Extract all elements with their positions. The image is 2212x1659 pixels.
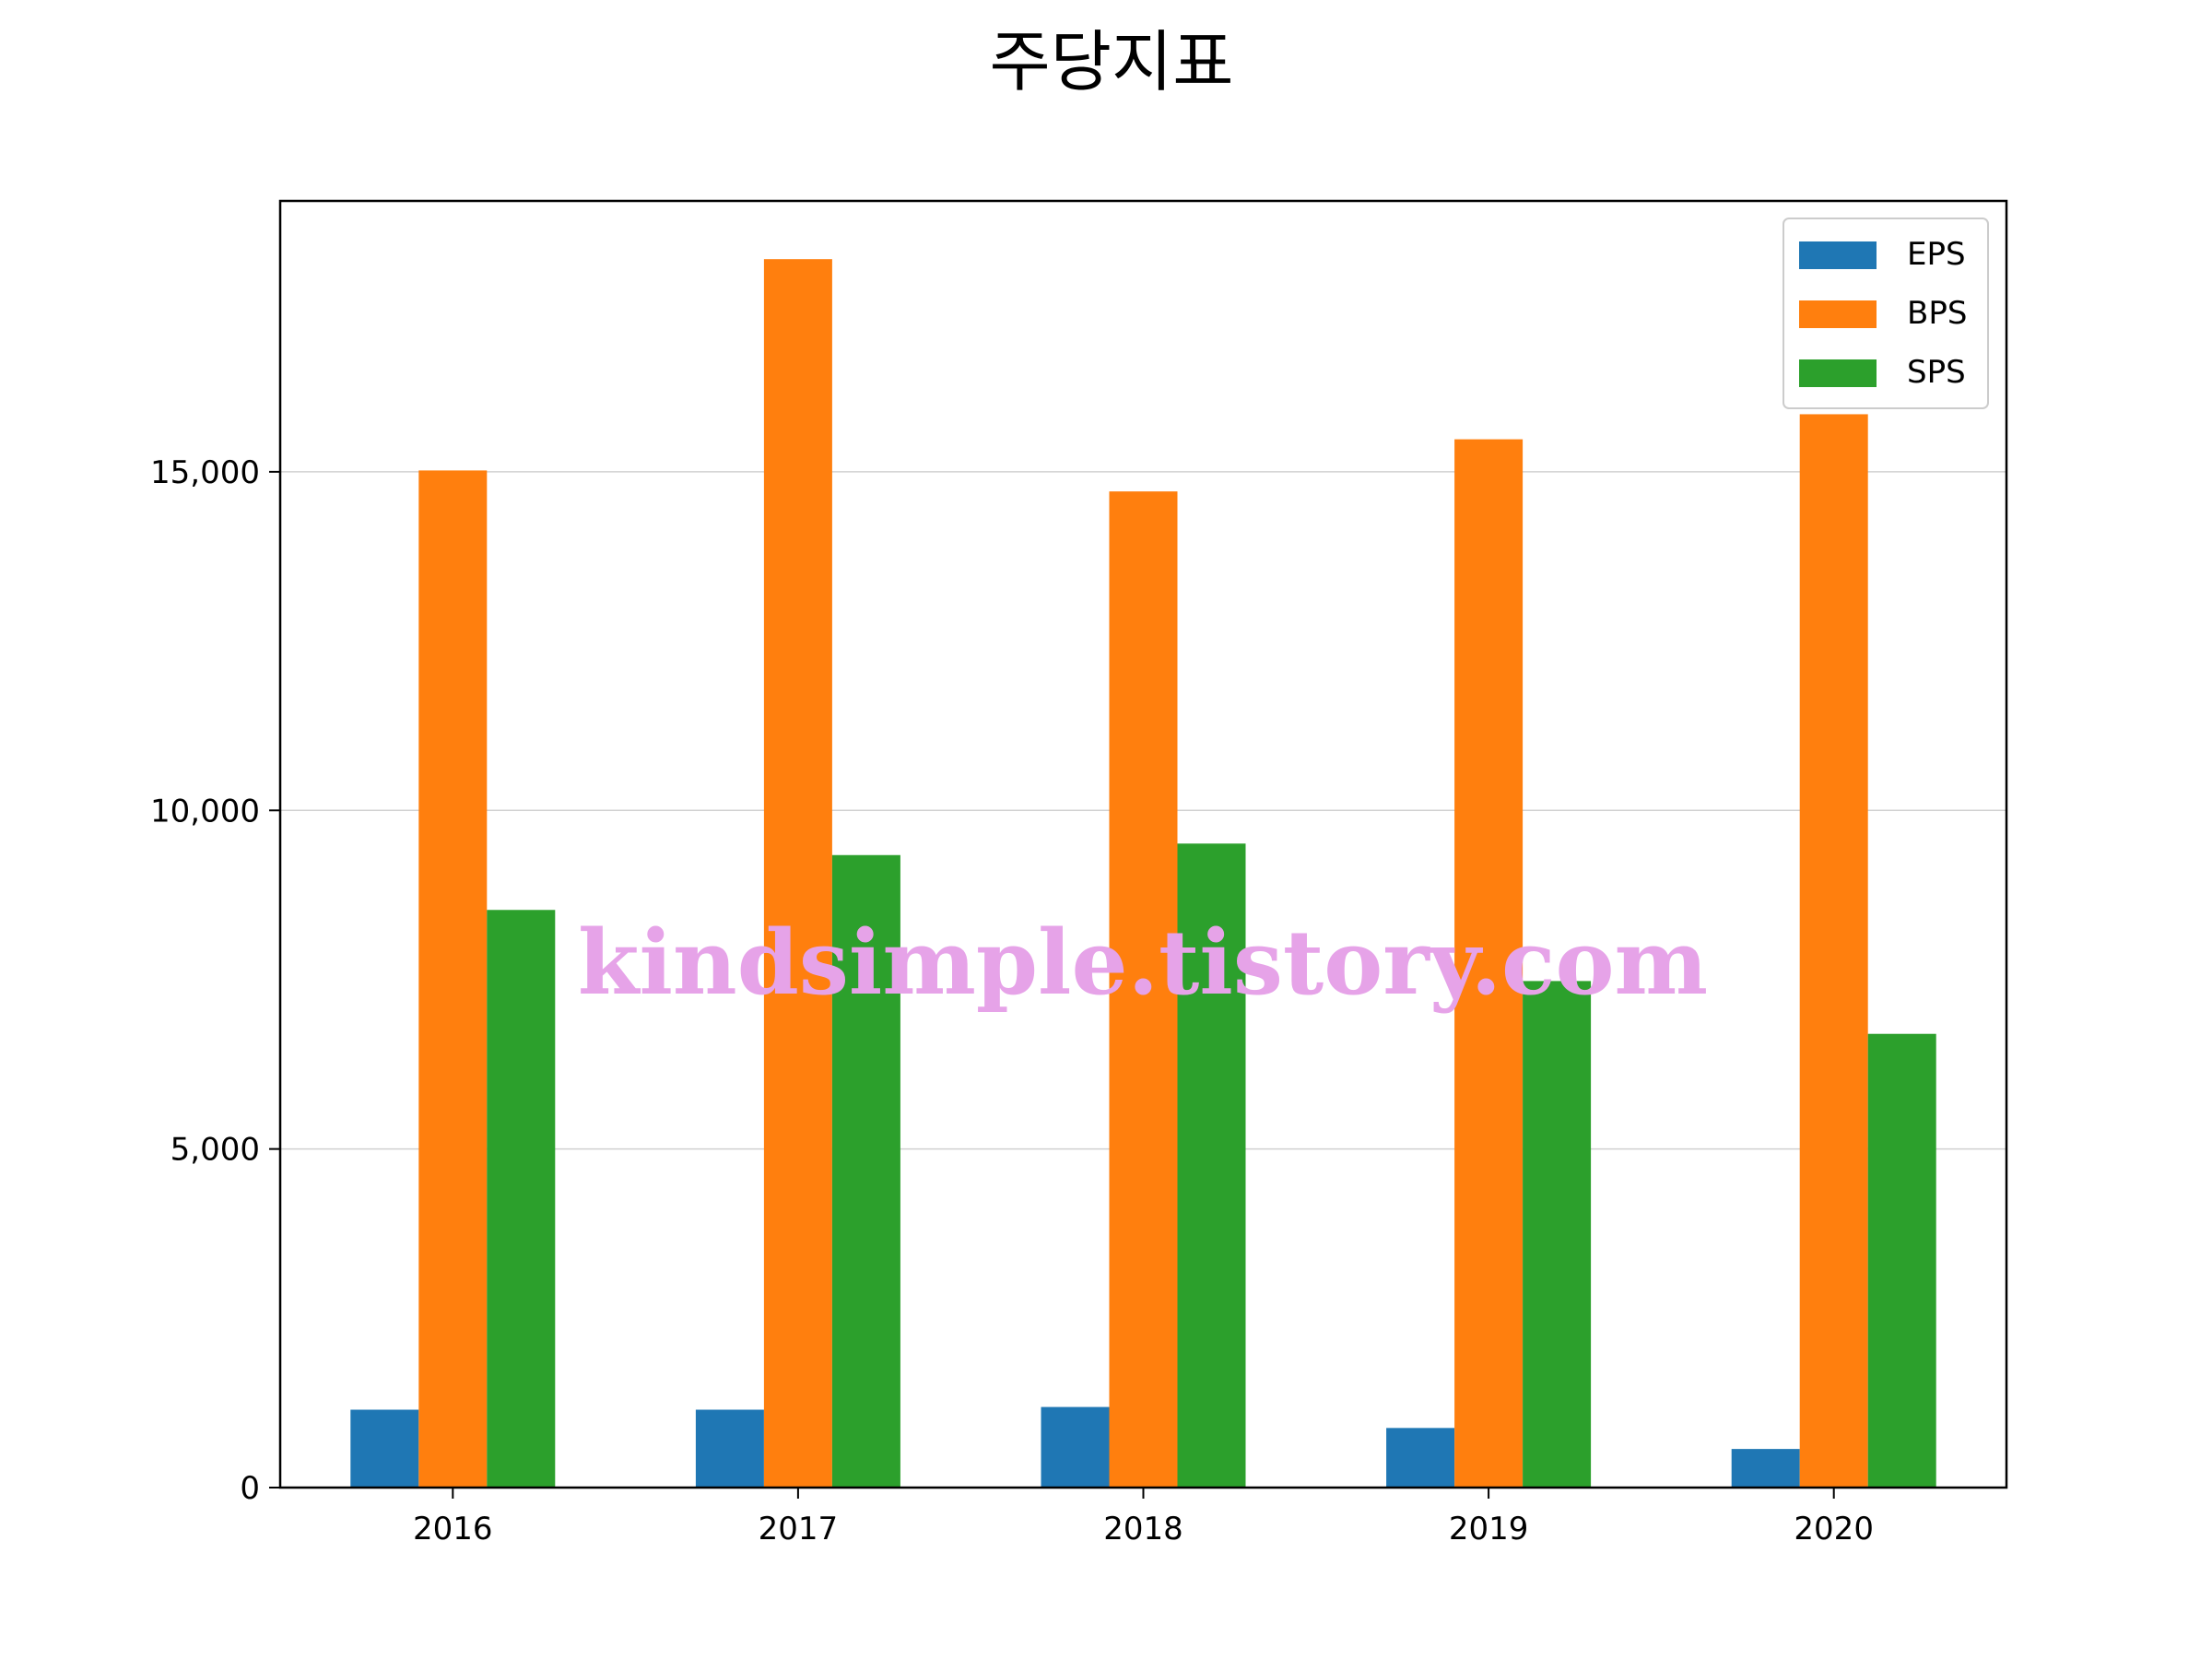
x-tick-label: 2016 — [413, 1511, 493, 1547]
bar-eps-2016 — [350, 1409, 419, 1488]
bar-bps-2017 — [763, 259, 832, 1488]
legend-label-eps: EPS — [1907, 236, 1966, 273]
bar-bps-2020 — [1799, 414, 1868, 1488]
legend-swatch-bps — [1799, 300, 1877, 328]
x-tick-label: 2019 — [1449, 1511, 1529, 1547]
bar-eps-2019 — [1386, 1428, 1455, 1488]
y-tick-label: 5,000 — [171, 1132, 260, 1169]
watermark: kindsimple.tistory.com — [578, 911, 1708, 1015]
bars — [350, 259, 1936, 1488]
legend-label-sps: SPS — [1907, 354, 1966, 391]
bar-bps-2018 — [1109, 491, 1178, 1488]
bar-sps-2020 — [1867, 1033, 1936, 1488]
bar-eps-2017 — [695, 1409, 764, 1488]
y-axis: 0 5,000 10,000 15,000 — [150, 454, 280, 1507]
y-tick-label: 10,000 — [150, 793, 260, 830]
bar-sps-2019 — [1523, 981, 1592, 1488]
x-tick-label: 2018 — [1103, 1511, 1183, 1547]
bar-sps-2017 — [831, 854, 900, 1488]
bar-sps-2016 — [487, 910, 556, 1488]
x-axis: 2016 2017 2018 2019 2020 — [413, 1488, 1874, 1547]
x-tick-label: 2017 — [759, 1511, 839, 1547]
bar-eps-2018 — [1041, 1406, 1110, 1488]
x-tick-label: 2020 — [1794, 1511, 1874, 1547]
y-tick-label: 15,000 — [150, 454, 260, 491]
bar-bps-2016 — [418, 470, 488, 1488]
legend-swatch-eps — [1799, 241, 1877, 269]
legend-swatch-sps — [1799, 359, 1877, 387]
legend: EPS BPS SPS — [1783, 218, 1989, 409]
legend-label-bps: BPS — [1907, 295, 1967, 332]
chart-title: 주당지표 — [990, 23, 1234, 100]
bar-bps-2019 — [1454, 439, 1524, 1488]
y-tick-label: 0 — [240, 1470, 260, 1507]
bar-sps-2018 — [1177, 843, 1246, 1488]
bar-eps-2020 — [1731, 1449, 1800, 1488]
